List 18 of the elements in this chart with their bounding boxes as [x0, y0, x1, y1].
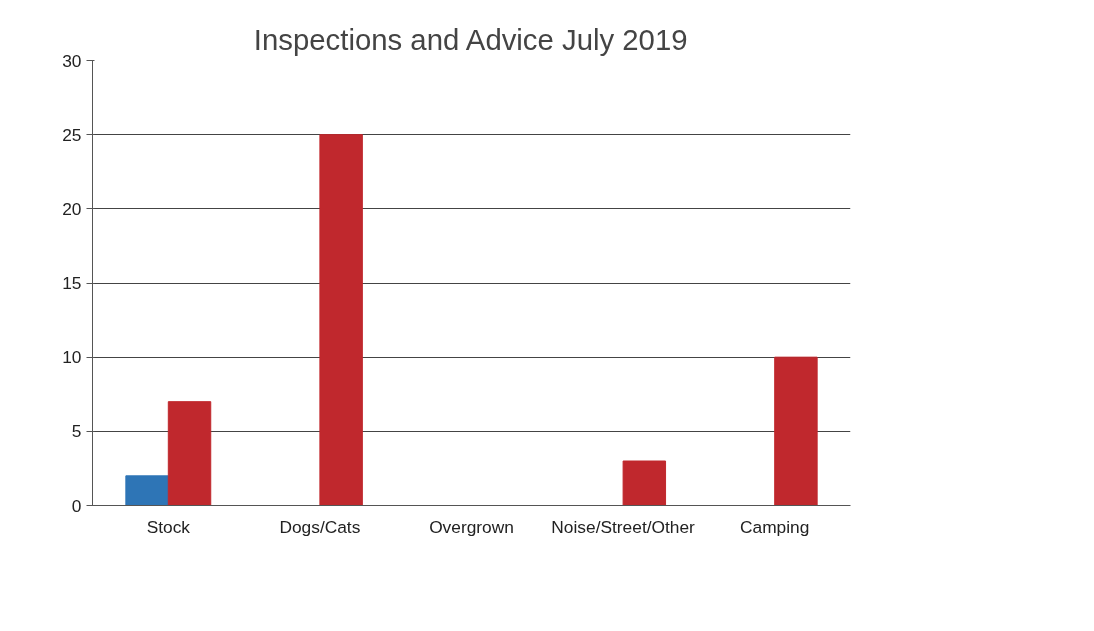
bar: [167, 401, 212, 506]
x-tick-label: Noise/Street/Other: [551, 516, 696, 537]
bar: [622, 460, 667, 506]
x-tick-label: Overgrown: [429, 516, 514, 537]
y-tick-label: 30: [62, 50, 82, 71]
y-tick-label: 5: [71, 421, 82, 442]
x-tick-label: Dogs/Cats: [279, 516, 361, 537]
y-tick-label: 15: [62, 273, 82, 293]
y-tick-label: 20: [62, 198, 82, 219]
chart-title: Inspections and Advice July 2019: [253, 22, 688, 56]
bar: [125, 475, 169, 506]
x-tick-label: Stock: [146, 516, 191, 537]
y-tick-label: 25: [62, 124, 82, 145]
y-tick-label: 10: [62, 347, 82, 368]
bar: [774, 356, 818, 506]
bar: [319, 134, 363, 506]
x-tick-label: Camping: [740, 516, 810, 537]
y-tick-label: 0: [71, 495, 82, 516]
